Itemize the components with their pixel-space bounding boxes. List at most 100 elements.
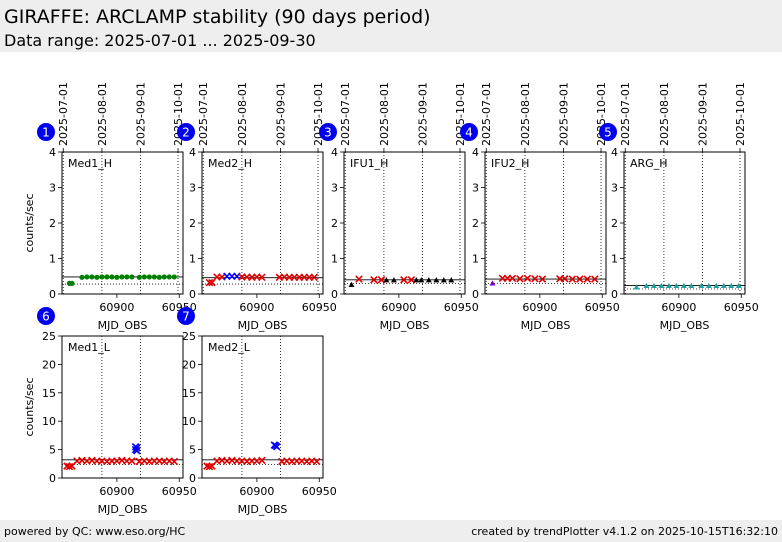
x-axis-label: MJD_OBS bbox=[98, 319, 148, 332]
data-point bbox=[713, 282, 720, 289]
y-tick-label: 1 bbox=[189, 253, 196, 266]
panel-number: 1 bbox=[42, 126, 50, 140]
plot-frame bbox=[61, 151, 184, 295]
panel-label: Med1_L bbox=[68, 341, 111, 354]
footer-created-by: created by trendPlotter v4.1.2 on 2025-1… bbox=[471, 525, 778, 538]
data-series bbox=[348, 277, 455, 287]
data-point bbox=[124, 274, 130, 280]
y-tick-label: 5 bbox=[49, 444, 56, 457]
plot-panel-med2-l: 0 5 10 15 20 25 60900 60950 MJD_OBS Med2_L 7 bbox=[177, 307, 337, 516]
data-point bbox=[104, 274, 110, 280]
date-tick-label: 2025-07-01 bbox=[339, 82, 352, 146]
footer-powered-by: powered by QC: www.eso.org/HC bbox=[4, 525, 186, 538]
data-point bbox=[583, 275, 592, 283]
data-point bbox=[576, 275, 584, 283]
data-series bbox=[489, 280, 496, 286]
y-tick-label: 0 bbox=[49, 288, 56, 301]
panel-number: 4 bbox=[465, 126, 473, 140]
panel-number-badge bbox=[177, 307, 195, 325]
data-point bbox=[440, 277, 447, 283]
y-tick-label: 0 bbox=[611, 288, 618, 301]
x-axis-label: MJD_OBS bbox=[98, 503, 148, 516]
y-tick-label: 0 bbox=[472, 288, 479, 301]
plot-frame bbox=[61, 335, 184, 479]
panel-number-badge bbox=[37, 307, 55, 325]
panel-label: IFU2_H bbox=[491, 157, 529, 170]
data-point bbox=[407, 276, 416, 284]
data-point bbox=[156, 274, 162, 280]
report-header: GIRAFFE: ARCLAMP stability (90 days peri… bbox=[0, 0, 782, 52]
date-tick-label: 2025-07-01 bbox=[197, 82, 210, 146]
data-point bbox=[658, 282, 665, 289]
panel-number-badge bbox=[37, 123, 55, 141]
data-point bbox=[735, 282, 742, 289]
data-point bbox=[348, 281, 355, 287]
page-title: GIRAFFE: ARCLAMP stability (90 days peri… bbox=[4, 6, 431, 28]
data-series bbox=[238, 273, 251, 281]
data-point bbox=[698, 282, 705, 289]
y-tick-label: 3 bbox=[49, 182, 56, 195]
data-point bbox=[170, 457, 179, 466]
y-tick-label: 3 bbox=[472, 182, 479, 195]
data-series bbox=[203, 462, 216, 471]
data-series bbox=[498, 274, 599, 283]
date-tick-label: 2025-08-01 bbox=[236, 82, 249, 146]
data-point bbox=[84, 274, 90, 280]
data-series bbox=[79, 274, 177, 280]
date-tick-label: 2025-07-01 bbox=[480, 82, 493, 146]
data-point bbox=[258, 273, 266, 282]
data-point bbox=[633, 284, 640, 290]
data-point bbox=[508, 274, 517, 283]
date-tick-label: 2025-07-01 bbox=[619, 82, 632, 146]
plot-frame bbox=[343, 151, 466, 295]
data-point bbox=[425, 277, 432, 283]
data-point bbox=[79, 274, 85, 280]
data-point bbox=[643, 282, 650, 289]
y-tick-label: 1 bbox=[331, 253, 338, 266]
panel-label: ARG_H bbox=[630, 157, 667, 170]
data-point bbox=[205, 278, 214, 287]
data-series bbox=[213, 273, 319, 282]
panel-number: 3 bbox=[324, 126, 332, 140]
y-tick-label: 0 bbox=[49, 472, 56, 485]
data-point bbox=[688, 282, 695, 289]
plot-frame bbox=[623, 151, 746, 295]
x-axis-label: MJD_OBS bbox=[660, 319, 710, 332]
y-tick-label: 3 bbox=[331, 182, 338, 195]
data-point bbox=[161, 274, 167, 280]
data-point bbox=[370, 276, 378, 284]
x-tick-label: 60950 bbox=[302, 485, 337, 498]
data-point bbox=[400, 276, 408, 284]
data-point bbox=[720, 282, 727, 289]
y-tick-label: 25 bbox=[42, 330, 56, 343]
y-tick-label: 3 bbox=[189, 182, 196, 195]
data-point bbox=[171, 274, 177, 280]
data-point bbox=[413, 277, 420, 283]
y-tick-label: 15 bbox=[182, 387, 196, 400]
trend-plots: 2025-07-01 2025-08-01 2025-09-01 2025-10-01… bbox=[23, 82, 759, 516]
y-tick-label: 2 bbox=[49, 217, 56, 230]
x-tick-label: 60900 bbox=[661, 301, 696, 314]
data-point bbox=[94, 274, 100, 280]
data-point bbox=[561, 274, 569, 283]
panel-number-badge bbox=[319, 123, 337, 141]
data-point bbox=[133, 446, 141, 455]
y-tick-label: 15 bbox=[42, 387, 56, 400]
x-tick-label: 60900 bbox=[239, 485, 274, 498]
data-point bbox=[680, 282, 687, 289]
y-tick-label: 0 bbox=[189, 472, 196, 485]
data-point bbox=[310, 273, 319, 282]
data-series bbox=[633, 282, 742, 290]
y-axis-label: counts/sec bbox=[23, 377, 36, 436]
y-tick-label: 0 bbox=[189, 288, 196, 301]
data-point bbox=[129, 274, 135, 280]
y-tick-label: 25 bbox=[182, 330, 196, 343]
x-axis-label: MJD_OBS bbox=[238, 503, 288, 516]
data-point bbox=[146, 274, 152, 280]
y-tick-label: 4 bbox=[331, 146, 338, 159]
y-tick-label: 20 bbox=[182, 358, 196, 371]
x-axis-label: MJD_OBS bbox=[521, 319, 571, 332]
data-point bbox=[258, 456, 266, 465]
x-tick-label: 60950 bbox=[444, 301, 479, 314]
panel-number-badge bbox=[599, 123, 617, 141]
